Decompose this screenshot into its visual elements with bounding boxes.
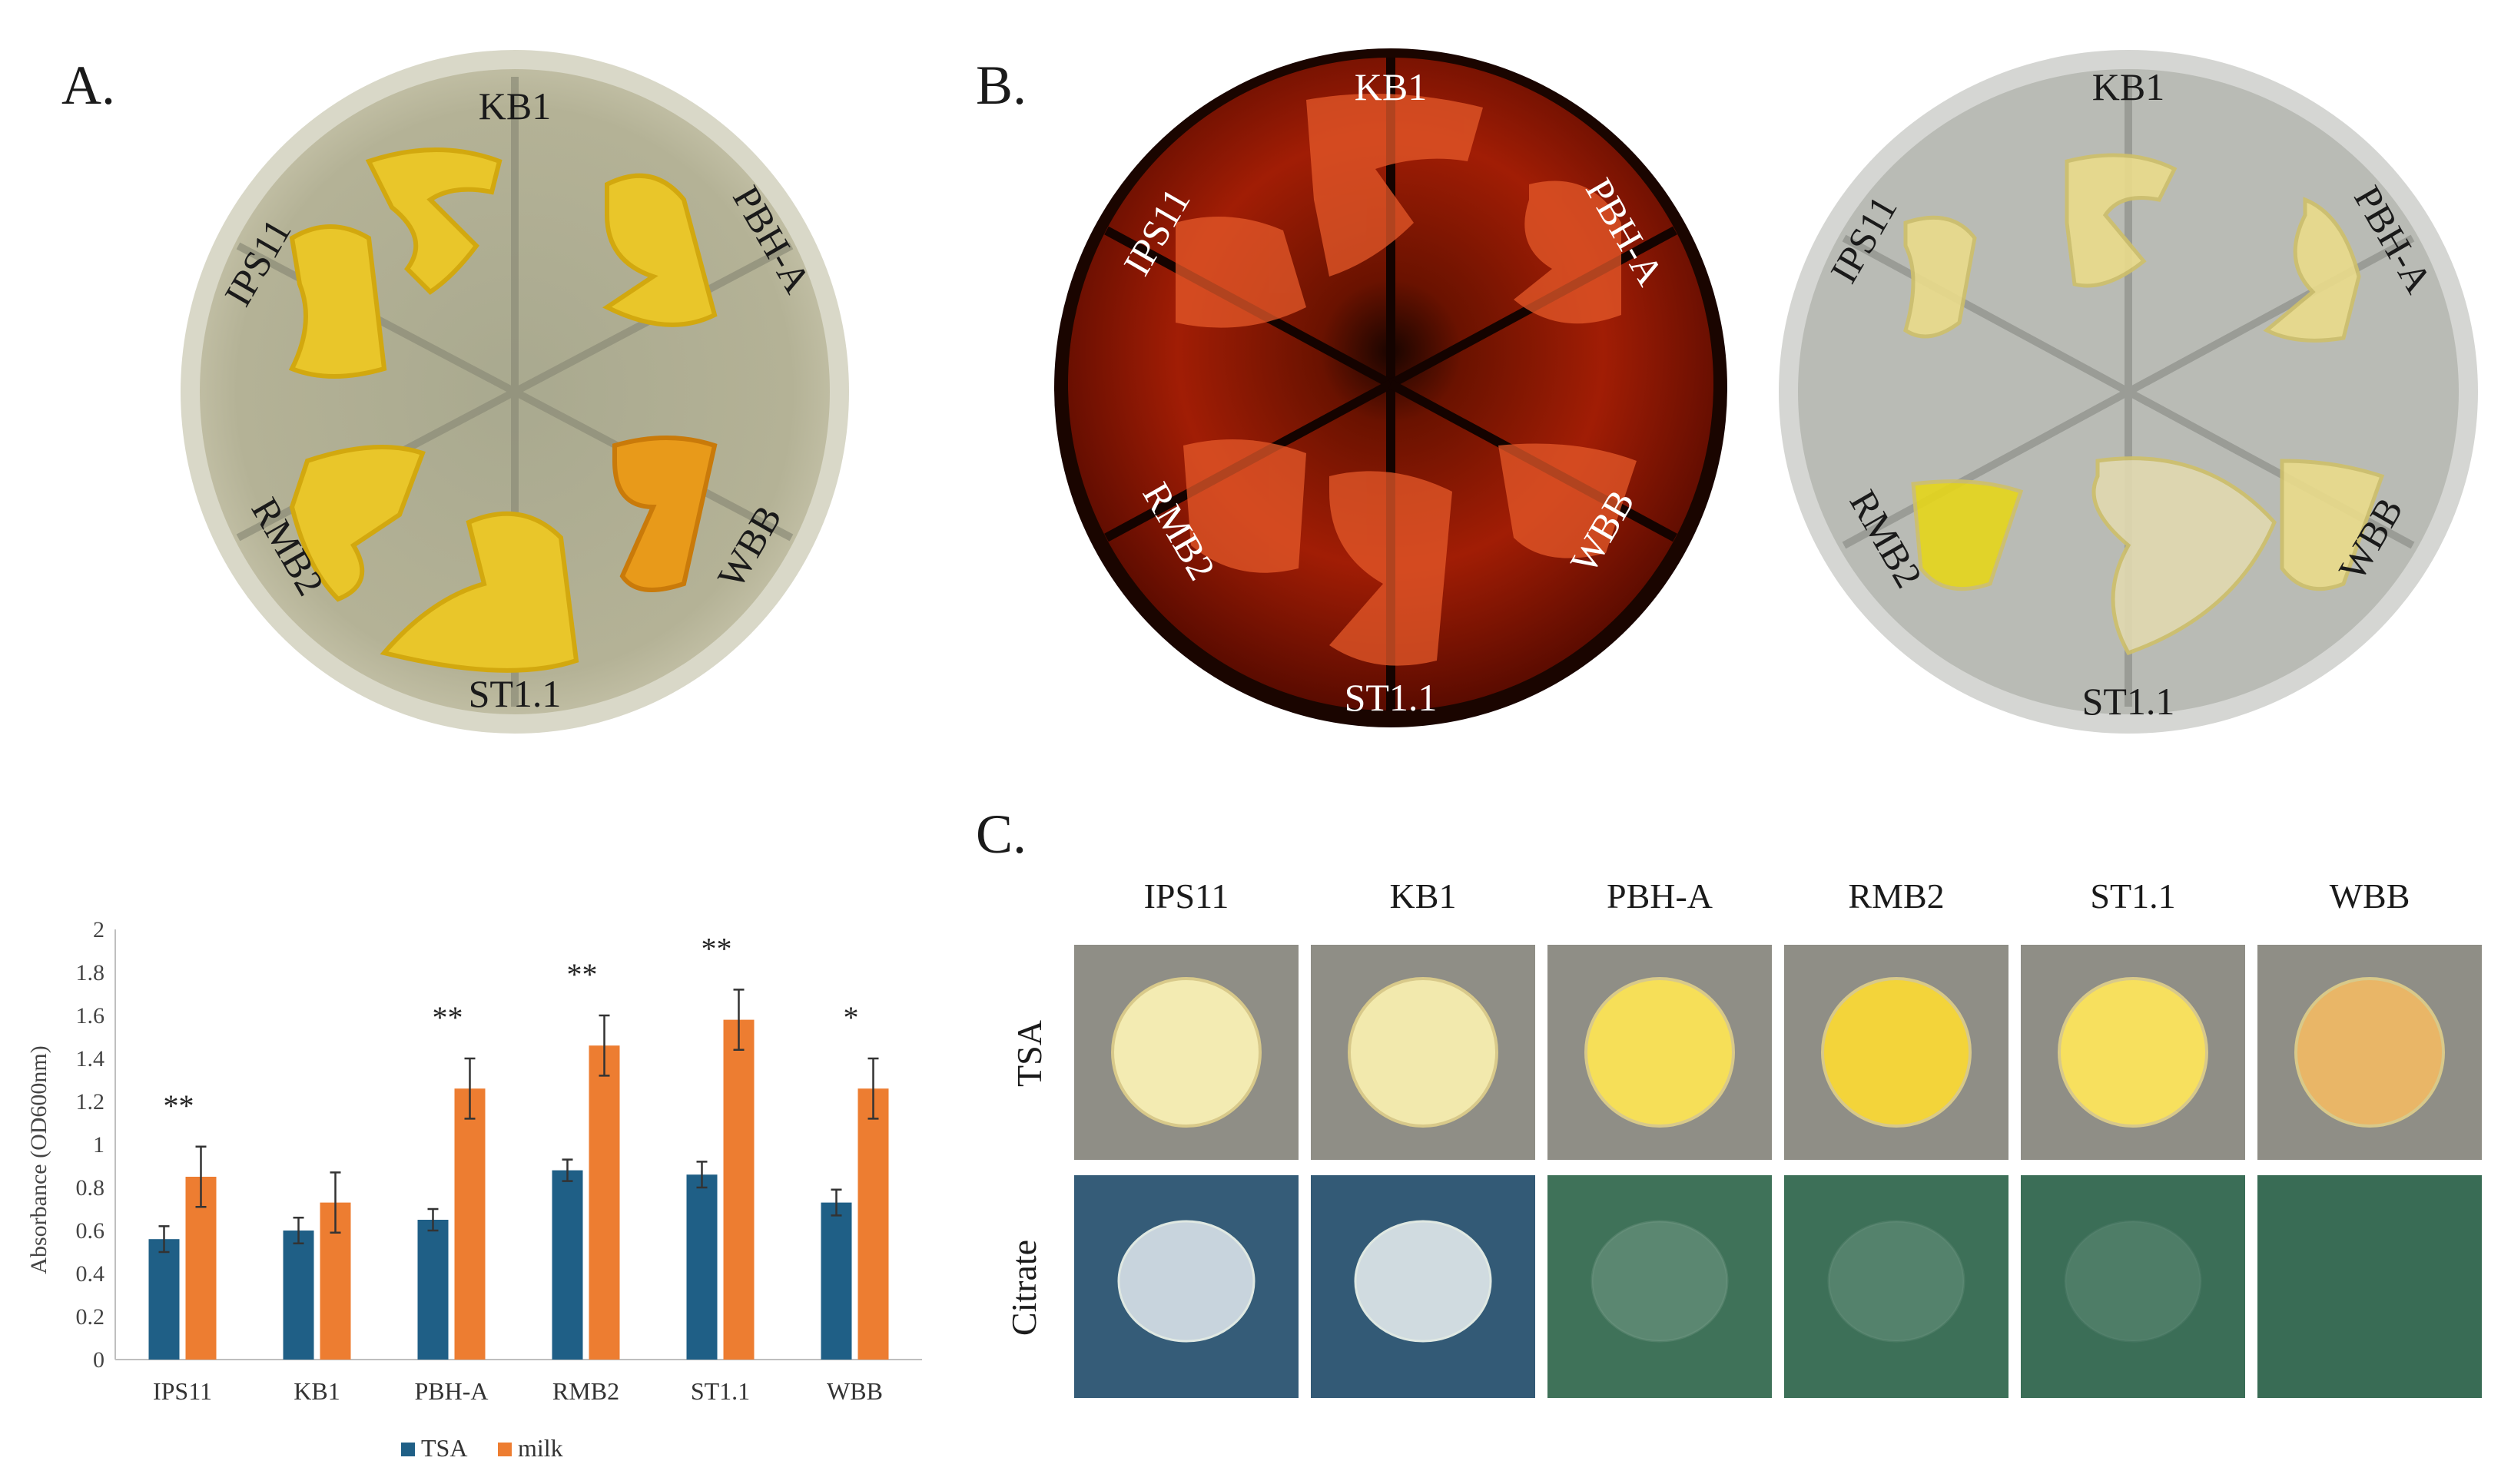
tsa-colony-tile xyxy=(1784,945,2030,1175)
error-bar xyxy=(293,1216,304,1245)
bar-milk-pbh-a xyxy=(454,1088,486,1360)
significance-marker: ** xyxy=(567,957,598,992)
significance-marker: ** xyxy=(433,1000,463,1035)
error-bar xyxy=(599,1014,610,1077)
panel-c-row-label-tsa: TSA xyxy=(1009,1020,1049,1087)
tsa-colony-tile xyxy=(1311,945,1557,1175)
plate-b-red-label-st1-1: ST1.1 xyxy=(1345,676,1438,719)
y-tick-label: 1.2 xyxy=(76,1089,105,1115)
legend-swatch-tsa xyxy=(401,1443,415,1456)
error-bar xyxy=(158,1225,170,1254)
significance-marker: ** xyxy=(164,1088,194,1123)
citrate-colony-tile xyxy=(1784,1175,2030,1406)
citrate-colony-tile xyxy=(1547,1175,1793,1406)
panel-b-letter: B. xyxy=(976,55,1027,116)
panel-c-row-label-citrate: Citrate xyxy=(1004,1239,1044,1337)
x-tick-label: WBB xyxy=(827,1377,883,1405)
error-bar xyxy=(330,1171,341,1234)
y-tick-label: 1.8 xyxy=(76,960,105,985)
bar-milk-wbb xyxy=(857,1088,889,1360)
chart-y-axis-label: Absorbance (OD600nm) xyxy=(26,1045,51,1274)
error-bar xyxy=(696,1161,708,1189)
y-tick-label: 0.8 xyxy=(76,1175,105,1201)
legend-label-tsa: TSA xyxy=(421,1434,467,1462)
bar-tsa-wbb xyxy=(821,1202,852,1360)
error-bar xyxy=(733,989,745,1052)
plate-b-gray-label-kb1: KB1 xyxy=(2092,65,2164,108)
panel-c-column-header: WBB xyxy=(2329,876,2410,916)
error-bar xyxy=(867,1057,879,1120)
legend-swatch-milk xyxy=(498,1443,512,1456)
y-tick-label: 0.6 xyxy=(76,1218,105,1244)
bar-milk-rmb2 xyxy=(589,1045,620,1360)
citrate-colony-tile xyxy=(2021,1175,2267,1406)
x-tick-label: IPS11 xyxy=(153,1377,212,1405)
x-tick-label: PBH-A xyxy=(414,1377,488,1405)
panel-a-letter: A. xyxy=(61,55,115,116)
chart-legend: TSA milk xyxy=(401,1434,563,1462)
bar-tsa-kb1 xyxy=(283,1231,314,1360)
plate-b-gray-image: KB1 PBH-A WBB ST1.1 RMB2 IPS11 xyxy=(1779,50,2478,734)
significance-marker: * xyxy=(844,1000,859,1035)
tsa-colony-tile xyxy=(1547,945,1793,1175)
x-tick-label: ST1.1 xyxy=(691,1377,750,1405)
citrate-colony-tile xyxy=(1311,1175,1557,1406)
error-bar xyxy=(831,1188,842,1217)
y-tick-label: 2 xyxy=(93,917,104,942)
panel-c-column-header: IPS11 xyxy=(1143,876,1229,916)
panel-c-column-header: KB1 xyxy=(1389,876,1457,916)
error-bar xyxy=(195,1145,207,1208)
plate-a-image: KB1 PBH-A WBB ST1.1 RMB2 IPS11 xyxy=(181,50,849,734)
panel-c-column-header: PBH-A xyxy=(1606,876,1713,916)
y-tick-label: 0 xyxy=(93,1347,104,1373)
significance-marker: ** xyxy=(702,931,732,966)
y-tick-label: 1.6 xyxy=(76,1003,105,1029)
bar-tsa-pbh-a xyxy=(417,1220,449,1360)
y-tick-label: 1.4 xyxy=(76,1046,105,1072)
error-bar xyxy=(427,1207,439,1232)
panel-c-letter: C. xyxy=(976,803,1027,865)
bar-tsa-ips11 xyxy=(148,1239,180,1360)
tsa-colony-tile xyxy=(1074,945,1320,1175)
panel-c-column-header: ST1.1 xyxy=(2090,876,2176,916)
bar-tsa-st1-1 xyxy=(686,1174,718,1360)
error-bar xyxy=(562,1158,573,1182)
tsa-colony-tile xyxy=(2021,945,2267,1175)
x-tick-label: KB1 xyxy=(294,1377,340,1405)
error-bar xyxy=(464,1057,476,1120)
absorbance-bar-chart: 0 0.2 0.4 0.6 0.8 1 1.2 1.4 1.6 1.8 2 IPS11 KB1 PBH-A… xyxy=(26,917,922,1462)
tsa-colony-tile xyxy=(2257,945,2503,1175)
plate-b-red-image: KB1 PBH-A WBB ST1.1 RMB2 IPS11 xyxy=(1054,48,1727,727)
citrate-colony-tile xyxy=(2257,1175,2503,1406)
plate-b-gray-label-st1-1: ST1.1 xyxy=(2082,680,2175,723)
bar-milk-st1-1 xyxy=(723,1019,755,1360)
y-tick-label: 0.2 xyxy=(76,1304,105,1330)
legend-label-milk: milk xyxy=(518,1434,563,1462)
plate-a-label-kb1: KB1 xyxy=(479,84,551,128)
panel-c-column-header: RMB2 xyxy=(1848,876,1945,916)
y-tick-label: 1 xyxy=(93,1132,104,1158)
bar-tsa-rmb2 xyxy=(552,1170,583,1360)
citrate-colony-tile xyxy=(1074,1175,1320,1406)
plate-b-red-label-kb1: KB1 xyxy=(1355,65,1427,108)
plate-a-label-st1-1: ST1.1 xyxy=(469,672,562,715)
x-tick-label: RMB2 xyxy=(552,1377,619,1405)
y-tick-label: 0.4 xyxy=(76,1261,105,1287)
